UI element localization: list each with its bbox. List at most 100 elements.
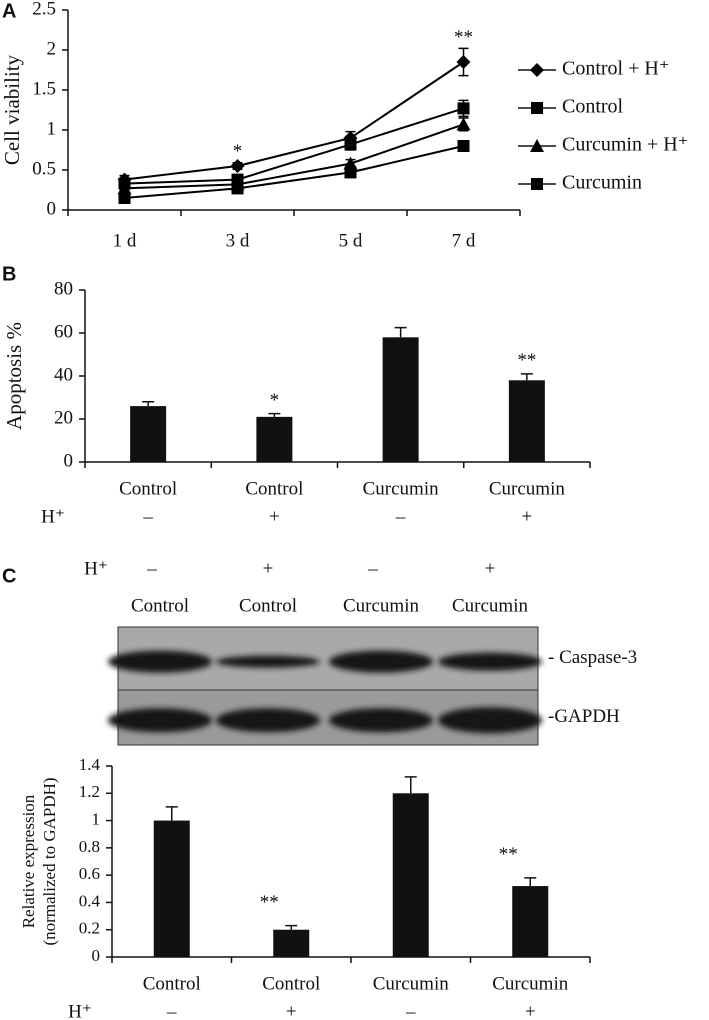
y-tick-label: 40 bbox=[54, 364, 73, 385]
y-tick-label: 0 bbox=[64, 450, 74, 471]
significance: ** bbox=[260, 892, 279, 913]
error-bar bbox=[285, 924, 298, 930]
x-tick-label: Control bbox=[245, 478, 303, 499]
series-line bbox=[124, 123, 464, 190]
y-tick-label: 0.5 bbox=[32, 158, 56, 179]
y-tick-label: 1.4 bbox=[79, 755, 101, 774]
marker bbox=[117, 181, 132, 195]
x-tick-label: Curcumin bbox=[373, 973, 449, 994]
panel-label: C bbox=[2, 565, 16, 587]
treatment-sign: – bbox=[367, 558, 378, 579]
significance: ** bbox=[499, 844, 518, 865]
marker bbox=[530, 63, 544, 77]
y-axis-label: Apoptosis % bbox=[2, 322, 26, 430]
y-axis-label: (normalized to GAPDH) bbox=[40, 777, 59, 945]
marker bbox=[230, 159, 245, 173]
legend-label: Curcumin + H⁺ bbox=[562, 134, 688, 156]
legend-label: Control + H⁺ bbox=[562, 58, 669, 80]
bar bbox=[273, 929, 310, 957]
y-tick-label: 0.4 bbox=[79, 891, 101, 910]
y-tick-label: 1 bbox=[92, 809, 101, 828]
significance: ** bbox=[454, 27, 473, 48]
y-tick-label: 2.5 bbox=[32, 0, 56, 19]
treatment-sign: – bbox=[146, 558, 157, 579]
blot-band bbox=[438, 652, 542, 671]
blot-band bbox=[329, 708, 433, 733]
marker bbox=[344, 138, 357, 151]
blot-band bbox=[216, 708, 320, 733]
significance: * bbox=[346, 138, 356, 159]
lane-label: Control bbox=[131, 595, 189, 616]
y-axis-label: Relative expression bbox=[19, 794, 38, 928]
y-tick-label: 20 bbox=[54, 407, 73, 428]
x-tick-label: 7 d bbox=[452, 230, 476, 251]
x-tick-label: Control bbox=[262, 973, 320, 994]
bar bbox=[256, 416, 293, 462]
marker bbox=[456, 117, 471, 131]
bar bbox=[153, 820, 190, 957]
treatment-label: H⁺ bbox=[68, 1001, 92, 1020]
treatment-sign: + bbox=[286, 1001, 297, 1020]
treatment-sign: + bbox=[269, 506, 280, 527]
bar bbox=[512, 886, 549, 957]
lane-label: Curcumin bbox=[343, 595, 419, 616]
band-label: - Caspase-3 bbox=[548, 647, 637, 668]
marker bbox=[457, 140, 470, 152]
y-tick-label: 1 bbox=[47, 118, 57, 139]
y-axis-label: Cell viability bbox=[0, 54, 24, 165]
significance: * bbox=[270, 390, 280, 411]
y-tick-label: 80 bbox=[54, 278, 73, 299]
blot-band bbox=[108, 650, 212, 673]
significance: ** bbox=[517, 350, 536, 371]
blot-band bbox=[329, 650, 433, 673]
treatment-sign: + bbox=[263, 558, 274, 579]
treatment-label: H⁺ bbox=[41, 506, 65, 527]
x-tick-label: 5 d bbox=[339, 230, 363, 251]
treatment-sign: – bbox=[166, 1001, 177, 1020]
y-tick-label: 1.5 bbox=[32, 78, 56, 99]
error-bar bbox=[524, 877, 537, 887]
marker bbox=[344, 166, 357, 179]
y-tick-label: 2 bbox=[47, 38, 57, 59]
blot-band bbox=[216, 655, 320, 668]
y-tick-label: 0.6 bbox=[79, 864, 100, 883]
marker bbox=[531, 178, 543, 190]
lane-label: Control bbox=[239, 595, 297, 616]
treatment-sign: – bbox=[395, 506, 406, 527]
treatment-sign: + bbox=[525, 1001, 536, 1020]
marker bbox=[457, 102, 470, 115]
blot-band bbox=[438, 707, 542, 734]
error-bar bbox=[268, 412, 281, 417]
treatment-sign: + bbox=[522, 506, 533, 527]
x-tick-label: Control bbox=[119, 478, 177, 499]
band-label: -GAPDH bbox=[548, 706, 620, 727]
significance: * bbox=[233, 141, 243, 162]
error-bar bbox=[394, 326, 407, 338]
legend-label: Control bbox=[562, 96, 624, 118]
error-bar bbox=[142, 401, 155, 407]
y-tick-label: 0.8 bbox=[79, 837, 100, 856]
legend-label: Curcumin bbox=[562, 172, 642, 194]
marker bbox=[118, 192, 131, 204]
marker bbox=[456, 55, 471, 69]
treatment-sign: – bbox=[142, 506, 153, 527]
series-line bbox=[124, 145, 464, 199]
treatment-label: H⁺ bbox=[84, 558, 108, 579]
panel-label: A bbox=[2, 0, 16, 22]
panel-label: B bbox=[2, 263, 16, 285]
x-tick-label: 1 d bbox=[113, 230, 137, 251]
treatment-sign: + bbox=[485, 558, 496, 579]
marker bbox=[343, 156, 358, 170]
y-tick-label: 1.2 bbox=[79, 782, 100, 801]
y-tick-label: 0 bbox=[47, 198, 57, 219]
blot-band bbox=[108, 708, 212, 733]
bar bbox=[130, 406, 167, 462]
x-tick-label: Control bbox=[143, 973, 201, 994]
bar bbox=[508, 380, 545, 462]
error-bar bbox=[165, 806, 178, 821]
lane-label: Curcumin bbox=[452, 595, 528, 616]
error-bar bbox=[520, 373, 533, 381]
marker bbox=[531, 102, 543, 114]
x-tick-label: 3 d bbox=[226, 230, 250, 251]
